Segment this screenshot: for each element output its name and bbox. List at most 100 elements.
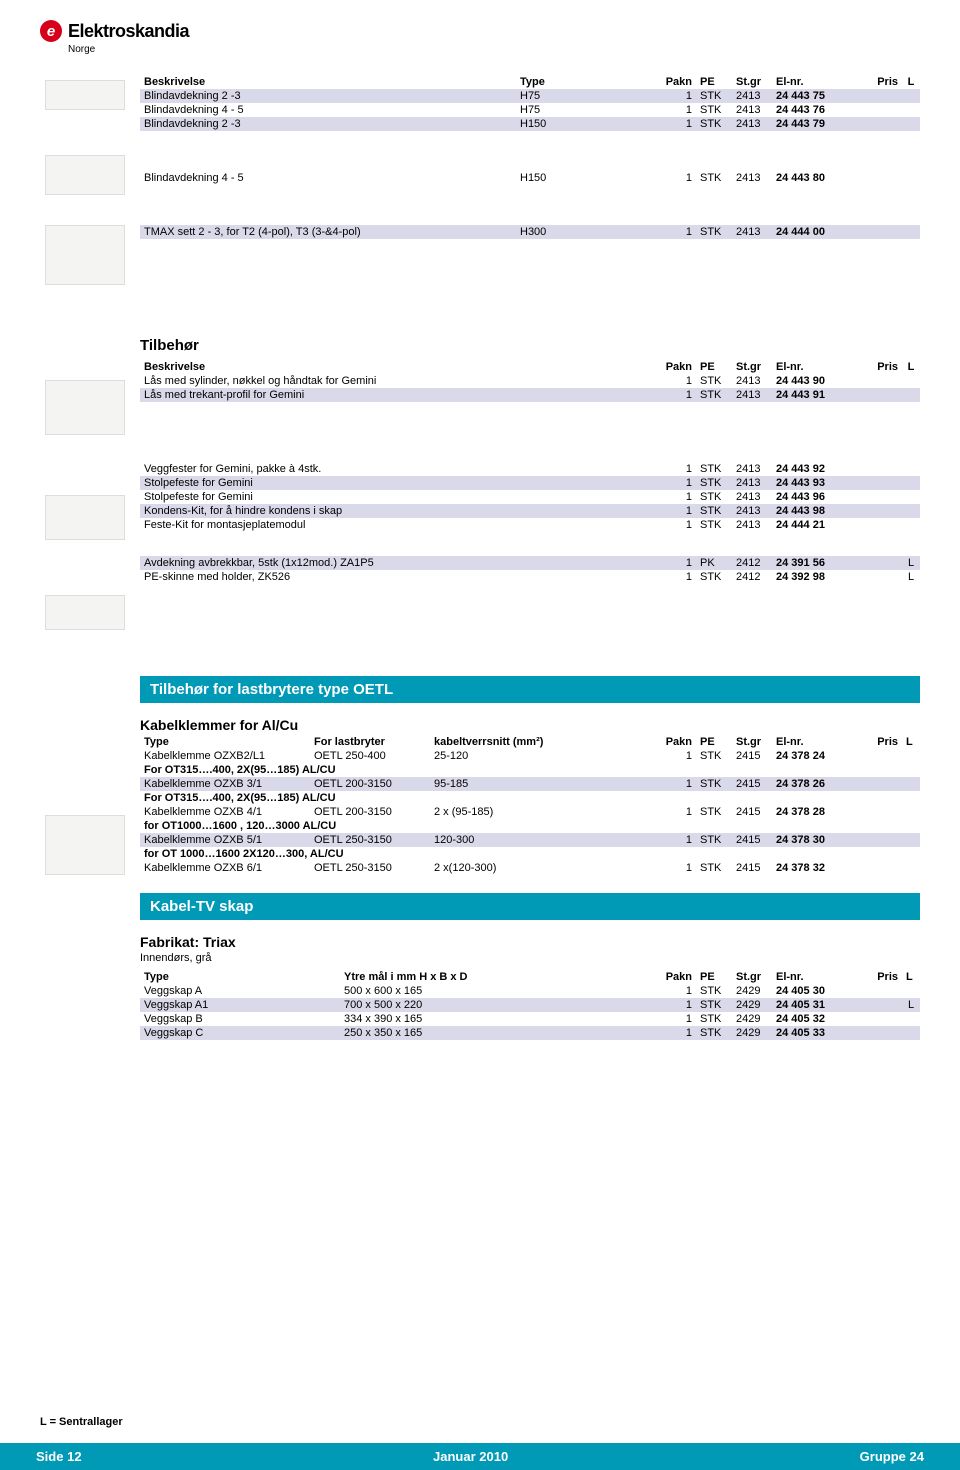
table-cell: STK — [696, 374, 732, 388]
table-cell — [862, 388, 902, 402]
table-cell: 1 — [656, 225, 696, 239]
col-stgr: St.gr — [732, 75, 772, 89]
product-image — [45, 815, 125, 875]
table-cell: 2429 — [732, 1012, 772, 1026]
table-cell: 2413 — [732, 117, 772, 131]
table-cell: L — [902, 998, 920, 1012]
table-row: TMAX sett 2 - 3, for T2 (4-pol), T3 (3-&… — [140, 225, 920, 239]
table-cell: 95-185 — [430, 777, 656, 791]
table-cell: 24 405 32 — [772, 1012, 862, 1026]
table-cell: Stolpefeste for Gemini — [140, 476, 516, 490]
col-type: Type — [140, 970, 340, 984]
table-cell: 24 378 28 — [772, 805, 862, 819]
col-pe: PE — [696, 735, 732, 749]
table-row: Feste-Kit for montasjeplatemodul1STK2413… — [140, 518, 920, 532]
table-row: Kabelklemme OZXB 3/1OETL 200-315095-1851… — [140, 777, 920, 791]
col-pe: PE — [696, 360, 732, 374]
oetl-subtitle: Kabelklemmer for Al/Cu — [140, 717, 920, 733]
table-cell — [902, 490, 920, 504]
table-row: Kabelklemme OZXB 5/1OETL 250-3150120-300… — [140, 833, 920, 847]
table-row: Kabelklemme OZXB 6/1OETL 250-31502 x(120… — [140, 861, 920, 875]
table-cell: 1 — [656, 1012, 696, 1026]
section-tilbehor-title: Tilbehør — [140, 337, 920, 354]
table-cell — [862, 833, 902, 847]
banner-oetl: Tilbehør for lastbrytere type OETL — [140, 676, 920, 703]
table-cell: STK — [696, 570, 732, 584]
table-cell: Blindavdekning 2 -3 — [140, 89, 516, 103]
table-cell: Veggfester for Gemini, pakke à 4stk. — [140, 462, 516, 476]
table-cell: 700 x 500 x 220 — [340, 998, 656, 1012]
table-cell: STK — [696, 833, 732, 847]
kabeltv-subtitle: Fabrikat: Triax — [140, 934, 920, 950]
table-cell: L — [902, 570, 920, 584]
table-cell: Blindavdekning 4 - 5 — [140, 103, 516, 117]
table-cell: for OT1000…1600 , 120…3000 AL/CU — [140, 819, 920, 833]
table-cell: STK — [696, 388, 732, 402]
table-cell — [902, 117, 920, 131]
col-pakn: Pakn — [656, 75, 696, 89]
footer-side-label: Side — [36, 1449, 63, 1464]
col-elnr: El-nr. — [772, 735, 862, 749]
table-blindavdekning-2: Blindavdekning 4 - 5H1501STK241324 443 8… — [140, 171, 920, 185]
table-cell: 1 — [656, 103, 696, 117]
table-cell — [862, 462, 902, 476]
table-cell: 24 443 98 — [772, 504, 862, 518]
table-cell: 2415 — [732, 861, 772, 875]
col-type: Type — [516, 75, 656, 89]
table-cell: Feste-Kit for montasjeplatemodul — [140, 518, 516, 532]
product-image — [45, 225, 125, 285]
table-cell: H300 — [516, 225, 656, 239]
footer-gruppe-label: Gruppe — [860, 1449, 906, 1464]
col-desc: Beskrivelse — [140, 75, 516, 89]
table-cell: OETL 200-3150 — [310, 805, 430, 819]
table-cell — [862, 1026, 902, 1040]
col-l: L — [902, 735, 920, 749]
col-stgr: St.gr — [732, 360, 772, 374]
table-cell: STK — [696, 462, 732, 476]
table-cell: Kondens-Kit, for å hindre kondens i skap — [140, 504, 516, 518]
table-cell: H75 — [516, 89, 656, 103]
col-l: L — [902, 970, 920, 984]
table-cell: PE-skinne med holder, ZK526 — [140, 570, 516, 584]
table-cell — [902, 476, 920, 490]
table-cell: STK — [696, 861, 732, 875]
table-cell: 2429 — [732, 998, 772, 1012]
table-cell: 2413 — [732, 504, 772, 518]
table-row: Stolpefeste for Gemini1STK241324 443 93 — [140, 476, 920, 490]
table-cell — [516, 462, 656, 476]
table-cell: Blindavdekning 2 -3 — [140, 117, 516, 131]
table-cell: 24 378 30 — [772, 833, 862, 847]
table-cell: Lås med trekant-profil for Gemini — [140, 388, 516, 402]
table-cell: 1 — [656, 462, 696, 476]
table-cell — [862, 777, 902, 791]
table-cell: STK — [696, 171, 732, 185]
table-cell: 2413 — [732, 89, 772, 103]
table-cell — [516, 388, 656, 402]
table-cell — [862, 89, 902, 103]
table-cell — [902, 1012, 920, 1026]
table-row: Kondens-Kit, for å hindre kondens i skap… — [140, 504, 920, 518]
table-cell: 1 — [656, 570, 696, 584]
table-row: Avdekning avbrekkbar, 5stk (1x12mod.) ZA… — [140, 556, 920, 570]
table-cell: STK — [696, 984, 732, 998]
table-cell: STK — [696, 805, 732, 819]
col-l: L — [902, 75, 920, 89]
table-row: Blindavdekning 4 - 5H751STK241324 443 76 — [140, 103, 920, 117]
table-cell: 24 378 32 — [772, 861, 862, 875]
table-cell: 2413 — [732, 388, 772, 402]
table-cell: 24 444 21 — [772, 518, 862, 532]
table-row: for OT 1000…1600 2X120…300, AL/CU — [140, 847, 920, 861]
table-cell: 2415 — [732, 749, 772, 763]
table-cell: 1 — [656, 476, 696, 490]
table-cell — [862, 998, 902, 1012]
table-cell: 2413 — [732, 374, 772, 388]
table-cell: 120-300 — [430, 833, 656, 847]
table-cell: 1 — [656, 388, 696, 402]
table-cell: Veggskap A1 — [140, 998, 340, 1012]
product-image — [45, 595, 125, 630]
table-cell: STK — [696, 777, 732, 791]
table-cell: 1 — [656, 117, 696, 131]
table-cell — [862, 476, 902, 490]
footer-gruppe: 24 — [910, 1449, 924, 1464]
table-row: Veggskap A1700 x 500 x 2201STK242924 405… — [140, 998, 920, 1012]
